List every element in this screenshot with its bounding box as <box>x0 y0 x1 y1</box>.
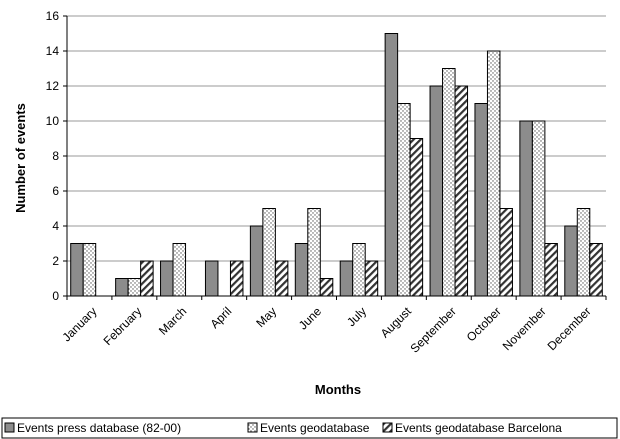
bar-july-series-1 <box>339 260 354 297</box>
bar-december-series-1 <box>564 225 578 297</box>
gridlines <box>67 15 606 262</box>
bar-november-series-1 <box>519 120 533 297</box>
x-tick-label-november: November <box>500 304 549 353</box>
x-tick-label-may: May <box>253 304 279 330</box>
bar-january-series-1 <box>70 243 84 297</box>
x-tick-label-august: August <box>378 304 415 341</box>
x-tick-label-july: July <box>344 304 369 329</box>
bar-may-series-3 <box>274 260 289 297</box>
y-tick-label: 8 <box>52 149 59 163</box>
bar-april-series-3 <box>229 260 244 297</box>
y-tick-label: 12 <box>46 79 60 93</box>
legend-label-series-2: Events geodatabase <box>260 421 370 435</box>
bar-june-series-3 <box>319 278 334 297</box>
bar-may-series-2 <box>262 208 276 297</box>
y-tick-label: 2 <box>52 254 59 268</box>
bar-may-series-1 <box>249 225 264 297</box>
bars <box>70 33 603 297</box>
bar-october-series-3 <box>499 208 513 297</box>
x-tick-label-march: March <box>156 304 189 337</box>
legend: Events press database (82-00) Events geod… <box>1 417 618 439</box>
bar-august-series-2 <box>397 103 411 297</box>
bar-february-series-2 <box>127 278 142 297</box>
bar-december-series-3 <box>589 243 603 297</box>
bar-june-series-1 <box>294 243 309 297</box>
bar-march-series-2 <box>172 243 187 297</box>
y-tick-label: 4 <box>52 219 59 233</box>
bar-october-series-2 <box>486 50 501 297</box>
y-tick-label: 6 <box>52 184 59 198</box>
bar-october-series-1 <box>474 103 488 297</box>
y-axis-label: Number of events <box>13 103 28 213</box>
bar-july-series-2 <box>352 243 366 297</box>
tick-labels: 0 2 4 6 8 10 12 14 16 January February March April Ma… <box>46 9 594 356</box>
y-tick-label: 10 <box>46 114 60 128</box>
bar-september-series-3 <box>454 85 469 297</box>
bar-august-series-1 <box>384 33 399 297</box>
bar-march-series-1 <box>160 260 174 297</box>
bar-june-series-2 <box>307 208 321 297</box>
bar-september-series-1 <box>429 85 444 297</box>
legend-swatch-series-2 <box>247 422 258 433</box>
legend-swatch-series-1 <box>4 422 15 433</box>
legend-swatch-series-3 <box>382 422 393 433</box>
bar-february-series-1 <box>115 278 129 297</box>
bar-november-series-2 <box>531 120 546 297</box>
x-tick-label-january: January <box>59 304 99 344</box>
legend-label-series-1: Events press database (82-00) <box>17 421 181 435</box>
bar-august-series-3 <box>409 138 424 297</box>
bar-september-series-2 <box>442 68 456 297</box>
bar-november-series-3 <box>544 243 558 297</box>
x-tick-label-october: October <box>464 304 504 344</box>
x-tick-label-june: June <box>296 304 325 333</box>
bar-december-series-2 <box>576 208 591 297</box>
bar-july-series-3 <box>364 260 379 297</box>
x-tick-label-february: February <box>101 304 145 348</box>
legend-label-series-3: Events geodatabase Barcelona <box>395 421 562 435</box>
y-tick-label: 0 <box>52 289 59 303</box>
x-tick-label-september: September <box>408 304 459 355</box>
legend-box <box>1 417 618 439</box>
y-tick-label: 16 <box>46 9 60 23</box>
x-tick-label-april: April <box>207 304 234 331</box>
axes <box>63 15 607 300</box>
bar-january-series-2 <box>82 243 97 297</box>
y-tick-label: 14 <box>46 44 60 58</box>
x-axis-label: Months <box>315 382 361 397</box>
bar-april-series-1 <box>204 260 219 297</box>
bar-february-series-3 <box>140 260 154 297</box>
x-tick-label-december: December <box>545 304 594 353</box>
